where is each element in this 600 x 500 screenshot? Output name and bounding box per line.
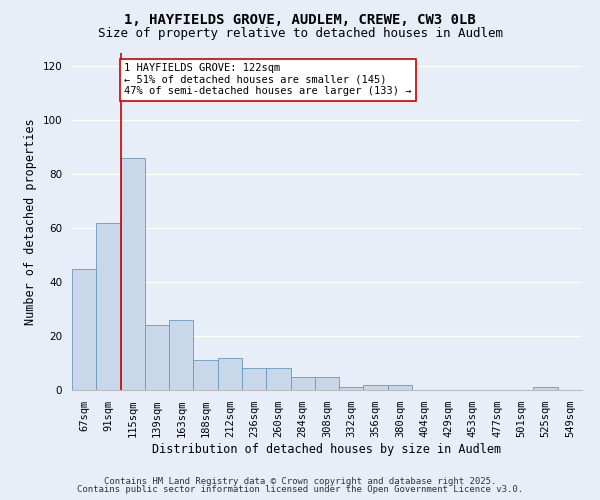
Text: 1 HAYFIELDS GROVE: 122sqm
← 51% of detached houses are smaller (145)
47% of semi: 1 HAYFIELDS GROVE: 122sqm ← 51% of detac… bbox=[124, 64, 412, 96]
Bar bbox=[388, 384, 412, 390]
Bar bbox=[96, 222, 121, 390]
Text: 1, HAYFIELDS GROVE, AUDLEM, CREWE, CW3 0LB: 1, HAYFIELDS GROVE, AUDLEM, CREWE, CW3 0… bbox=[124, 12, 476, 26]
Bar bbox=[364, 384, 388, 390]
Bar bbox=[290, 376, 315, 390]
Bar bbox=[121, 158, 145, 390]
Bar bbox=[533, 388, 558, 390]
Bar bbox=[266, 368, 290, 390]
Text: Contains HM Land Registry data © Crown copyright and database right 2025.: Contains HM Land Registry data © Crown c… bbox=[104, 477, 496, 486]
Bar bbox=[193, 360, 218, 390]
Text: Size of property relative to detached houses in Audlem: Size of property relative to detached ho… bbox=[97, 28, 503, 40]
Bar bbox=[169, 320, 193, 390]
X-axis label: Distribution of detached houses by size in Audlem: Distribution of detached houses by size … bbox=[152, 443, 502, 456]
Bar bbox=[72, 268, 96, 390]
Bar bbox=[242, 368, 266, 390]
Text: Contains public sector information licensed under the Open Government Licence v3: Contains public sector information licen… bbox=[77, 485, 523, 494]
Bar bbox=[315, 376, 339, 390]
Bar bbox=[339, 388, 364, 390]
Bar bbox=[145, 325, 169, 390]
Y-axis label: Number of detached properties: Number of detached properties bbox=[24, 118, 37, 324]
Bar bbox=[218, 358, 242, 390]
